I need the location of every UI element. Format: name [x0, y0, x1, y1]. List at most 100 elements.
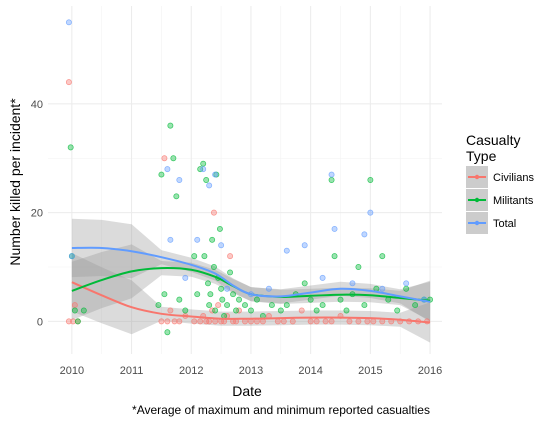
point-civilians: [346, 318, 353, 325]
point-militants: [216, 225, 223, 232]
point-militants: [80, 307, 87, 314]
point-militants: [337, 296, 344, 303]
chart-caption: *Average of maximum and minimum reported…: [132, 403, 430, 417]
point-militants: [203, 177, 210, 183]
point-total: [379, 285, 386, 292]
point-militants: [176, 296, 183, 303]
point-militants: [191, 253, 198, 260]
point-civilians: [176, 318, 183, 325]
point-militants: [367, 177, 374, 183]
point-civilians: [280, 318, 287, 325]
point-civilians: [65, 79, 72, 86]
point-militants: [394, 307, 401, 314]
confidence-band-militants: [71, 244, 431, 321]
point-militants: [155, 302, 162, 309]
point-militants: [167, 122, 174, 129]
point-militants: [328, 177, 335, 183]
point-civilians: [209, 307, 216, 314]
point-civilians: [313, 318, 320, 325]
legend-title-line-2: Type: [466, 148, 497, 164]
point-militants: [205, 280, 211, 287]
point-militants: [194, 291, 201, 298]
point-civilians: [70, 318, 77, 325]
confidence-band-civilians: [71, 253, 431, 343]
point-militants: [236, 296, 242, 303]
point-militants: [379, 253, 386, 260]
point-civilians: [206, 318, 213, 325]
point-civilians: [215, 302, 222, 309]
legend-key-point-civilians: [474, 174, 480, 180]
point-militants: [283, 302, 290, 309]
point-civilians: [355, 318, 362, 325]
y-tick-label: 20: [31, 208, 43, 220]
point-militants: [319, 302, 326, 309]
trend-lines: [71, 246, 431, 324]
point-total: [206, 182, 213, 189]
legend-key-point-militants: [474, 197, 480, 203]
point-civilians: [236, 307, 242, 314]
point-militants: [248, 307, 254, 314]
point-total: [224, 285, 231, 292]
point-civilians: [259, 318, 266, 325]
point-civilians: [322, 318, 329, 325]
point-militants: [164, 329, 171, 336]
point-civilians: [167, 307, 174, 314]
point-militants: [207, 291, 214, 298]
legend-label-militants: Militants: [493, 195, 534, 207]
point-militants: [200, 160, 207, 167]
point-total: [65, 19, 72, 26]
point-militants: [158, 171, 165, 178]
point-civilians: [71, 302, 78, 309]
point-militants: [209, 236, 216, 243]
y-tick-label: 0: [37, 316, 43, 328]
point-militants: [170, 155, 177, 162]
point-civilians: [65, 318, 72, 325]
point-militants: [71, 307, 78, 314]
point-militants: [197, 166, 204, 173]
legend: Casualty Type Civilians Militants Total: [466, 132, 534, 234]
point-total: [200, 166, 207, 173]
point-militants: [412, 302, 419, 309]
point-militants: [355, 264, 362, 270]
y-axis-title: Number killed per incident*: [7, 98, 23, 266]
x-tick-label: 2010: [60, 365, 84, 377]
point-militants: [331, 253, 338, 260]
point-total: [403, 280, 410, 287]
point-militants: [301, 280, 308, 287]
point-total: [265, 285, 272, 292]
point-militants: [224, 302, 231, 309]
x-tick-label: 2014: [298, 365, 322, 377]
point-civilians: [171, 318, 178, 325]
point-civilians: [211, 209, 217, 216]
point-militants: [343, 307, 350, 314]
point-civilians: [307, 318, 314, 325]
point-militants: [268, 302, 275, 309]
point-civilians: [274, 318, 281, 325]
point-militants: [67, 144, 74, 151]
point-total: [194, 236, 201, 243]
point-civilians: [370, 318, 377, 325]
point-militants: [403, 285, 410, 292]
point-total: [218, 242, 225, 249]
point-total: [167, 236, 174, 243]
x-tick-label: 2015: [358, 365, 382, 377]
x-tick-label: 2012: [179, 365, 203, 377]
legend-key-point-total: [474, 220, 480, 226]
point-militants: [230, 291, 237, 298]
legend-keys: Civilians Militants Total: [466, 166, 534, 234]
point-militants: [173, 193, 180, 200]
point-civilians: [212, 318, 219, 325]
point-militants: [307, 296, 314, 303]
point-total: [319, 274, 326, 281]
point-civilians: [227, 253, 234, 260]
point-total: [349, 280, 356, 287]
point-militants: [74, 318, 81, 325]
point-militants: [211, 264, 217, 270]
legend-title-line-1: Casualty: [466, 132, 520, 148]
point-militants: [361, 302, 368, 309]
x-tick-label: 2013: [239, 365, 263, 377]
x-axis-ticks: 2010 2011 2012 2013 2014 2015 2016: [60, 365, 443, 377]
point-civilians: [289, 318, 296, 325]
legend-label-civilians: Civilians: [493, 172, 534, 184]
point-militants: [227, 269, 234, 276]
